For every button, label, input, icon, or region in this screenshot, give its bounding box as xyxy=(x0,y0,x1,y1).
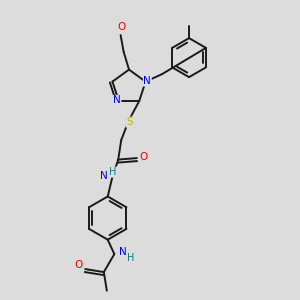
Text: N: N xyxy=(100,171,108,181)
Text: H: H xyxy=(127,253,134,263)
Text: O: O xyxy=(74,260,83,271)
Text: H: H xyxy=(109,167,116,177)
Text: S: S xyxy=(126,117,133,127)
Text: O: O xyxy=(117,22,126,32)
Text: N: N xyxy=(119,247,127,257)
Text: N: N xyxy=(143,76,151,86)
Text: N: N xyxy=(113,95,121,106)
Text: O: O xyxy=(139,152,148,163)
